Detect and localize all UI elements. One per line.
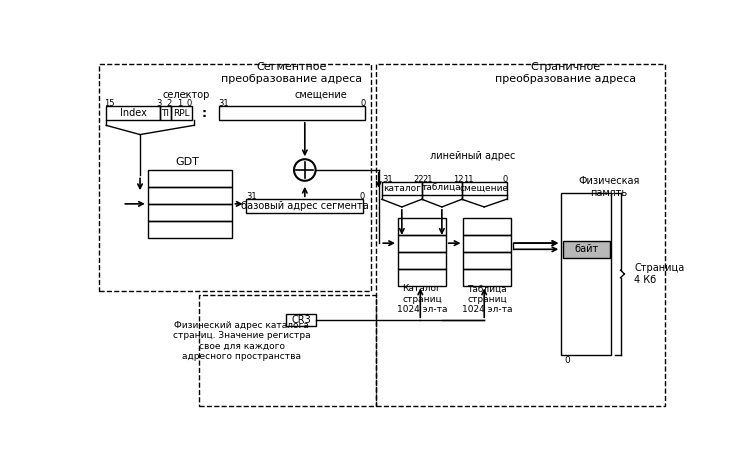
Bar [464,252,511,269]
Text: линейный адрес: линейный адрес [430,151,515,161]
Text: Index: Index [120,108,147,118]
Text: 31: 31 [381,175,393,184]
Bar [464,269,511,285]
Bar [462,182,506,195]
Text: 12: 12 [453,175,464,184]
Bar [199,295,376,406]
Text: каталог: каталог [383,184,421,193]
Text: Таблица
страниц
1024 эл-та: Таблица страниц 1024 эл-та [462,284,512,314]
Bar [147,204,233,221]
Bar [381,182,422,195]
Text: Страница
4 Кб: Страница 4 Кб [634,263,684,285]
Text: RPL: RPL [174,108,190,118]
Text: Страничное
преобразование адреса: Страничное преобразование адреса [494,62,636,84]
Bar [106,106,160,120]
Text: байт: байт [574,244,598,255]
Text: TI: TI [162,108,170,118]
Text: :: : [184,90,188,99]
Text: 0: 0 [187,99,192,108]
Text: :: : [201,106,206,120]
Text: 1: 1 [177,99,182,108]
Text: 21: 21 [423,175,433,184]
Text: 11: 11 [463,175,473,184]
Text: CR3: CR3 [291,315,311,325]
Text: 2: 2 [166,99,171,108]
Bar [147,170,233,187]
Text: Физическая
память: Физическая память [578,176,640,198]
Bar [160,106,171,120]
Text: 0: 0 [503,175,508,184]
Bar [422,182,462,195]
Text: Сегментное
преобразование адреса: Сегментное преобразование адреса [221,62,362,84]
Bar [286,314,316,326]
Text: 0: 0 [361,99,366,108]
Bar [562,241,610,258]
Text: 0: 0 [565,356,570,366]
Text: смещение: смещение [460,184,509,193]
Bar [171,106,192,120]
Bar [398,235,446,252]
Bar [376,64,665,406]
Bar [147,187,233,204]
Bar [99,64,371,291]
Text: таблица: таблица [422,184,462,193]
Text: Каталог
страниц
1024 эл-та: Каталог страниц 1024 эл-та [396,284,447,314]
Bar [464,218,511,235]
Bar [398,252,446,269]
Text: 15: 15 [104,99,114,108]
Bar [246,199,364,213]
Bar [218,106,365,120]
Text: селектор: селектор [162,90,210,99]
Bar [561,193,611,355]
Bar [147,221,233,238]
Text: 31: 31 [246,191,257,201]
Text: 0: 0 [359,191,364,201]
Text: GDT: GDT [176,157,200,167]
Text: 31: 31 [218,99,229,108]
Bar [464,235,511,252]
Bar [398,269,446,285]
Text: Физический адрес каталога
страниц. Значение регистра
свое для каждого
адресного : Физический адрес каталога страниц. Значе… [173,321,310,361]
Text: базовый адрес сегмента: базовый адрес сегмента [241,201,369,211]
Text: 22: 22 [414,175,424,184]
Text: смещение: смещение [294,90,347,99]
Bar [398,218,446,235]
Text: 3: 3 [156,99,162,108]
